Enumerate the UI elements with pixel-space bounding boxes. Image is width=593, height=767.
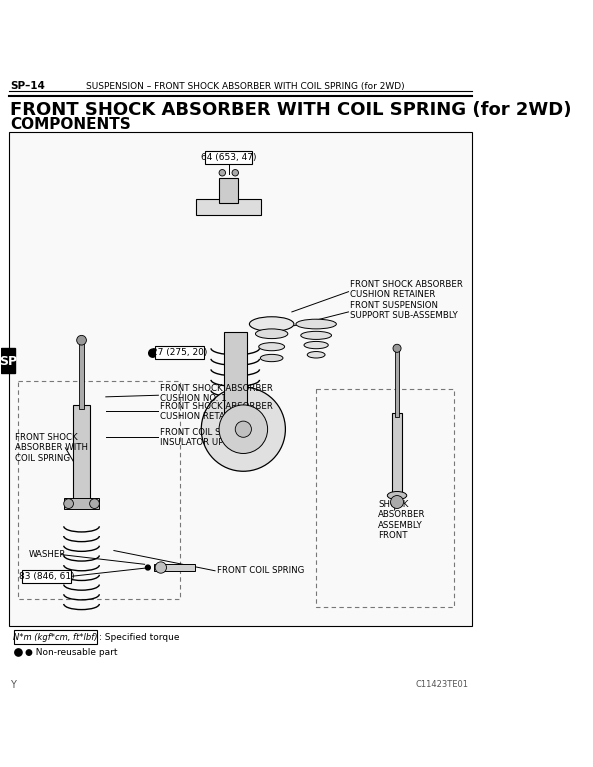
Bar [316, 389, 454, 607]
Circle shape [63, 499, 74, 509]
FancyBboxPatch shape [155, 346, 203, 359]
Ellipse shape [304, 341, 329, 349]
Circle shape [235, 421, 251, 437]
Ellipse shape [250, 317, 294, 331]
FancyBboxPatch shape [23, 570, 71, 583]
Circle shape [149, 349, 157, 357]
Text: FRONT SUSPENSION
SUPPORT SUB-ASSEMBLY: FRONT SUSPENSION SUPPORT SUB-ASSEMBLY [350, 301, 458, 320]
Circle shape [76, 335, 87, 345]
Text: ● Non-reusable part: ● Non-reusable part [25, 648, 117, 657]
Ellipse shape [387, 492, 407, 499]
Bar [394, 348, 400, 417]
Ellipse shape [260, 354, 283, 362]
Text: : Specified torque: : Specified torque [100, 633, 180, 642]
Bar [63, 498, 100, 509]
Circle shape [15, 649, 22, 656]
Circle shape [145, 565, 150, 570]
Bar [219, 179, 238, 202]
Ellipse shape [155, 562, 167, 573]
Circle shape [219, 405, 267, 453]
Text: SP–14: SP–14 [10, 81, 45, 91]
Text: Y: Y [10, 680, 16, 690]
Bar [196, 199, 261, 215]
Bar [18, 380, 180, 599]
Bar [154, 565, 195, 571]
Circle shape [219, 170, 225, 176]
FancyBboxPatch shape [14, 630, 97, 644]
Text: 27 (275, 20): 27 (275, 20) [152, 348, 207, 357]
Text: FRONT SHOCK ABSORBER
CUSHION RETAINER: FRONT SHOCK ABSORBER CUSHION RETAINER [350, 279, 463, 299]
Ellipse shape [296, 319, 336, 329]
Text: SP: SP [0, 355, 17, 367]
Circle shape [90, 499, 100, 509]
Ellipse shape [256, 329, 288, 338]
Text: FRONT COIL SPRING: FRONT COIL SPRING [216, 566, 304, 575]
Text: N*m (kgf*cm, ft*lbf): N*m (kgf*cm, ft*lbf) [14, 633, 98, 642]
Text: FRONT SHOCK ABSORBER
CUSHION RETAINER: FRONT SHOCK ABSORBER CUSHION RETAINER [160, 402, 273, 421]
Bar [9, 133, 472, 626]
Circle shape [391, 495, 403, 509]
Text: SUSPENSION – FRONT SHOCK ABSORBER WITH COIL SPRING (for 2WD): SUSPENSION – FRONT SHOCK ABSORBER WITH C… [85, 82, 404, 91]
Bar [74, 405, 90, 502]
Text: C11423TE01: C11423TE01 [415, 680, 468, 690]
Text: FRONT SHOCK ABSORBER
CUSHION NO. 1: FRONT SHOCK ABSORBER CUSHION NO. 1 [160, 384, 273, 403]
Text: FRONT SHOCK ABSORBER WITH COIL SPRING (for 2WD): FRONT SHOCK ABSORBER WITH COIL SPRING (f… [10, 101, 572, 120]
Text: FRONT SHOCK
ABSORBER WITH
COIL SPRING: FRONT SHOCK ABSORBER WITH COIL SPRING [15, 433, 88, 463]
FancyBboxPatch shape [1, 348, 15, 373]
Bar [224, 332, 247, 421]
Text: 64 (653, 47): 64 (653, 47) [201, 153, 257, 162]
Bar [79, 341, 84, 409]
Ellipse shape [259, 343, 285, 351]
Text: WASHER: WASHER [29, 550, 66, 559]
Text: COMPONENTS: COMPONENTS [10, 117, 131, 132]
FancyBboxPatch shape [205, 151, 252, 164]
Text: SHOCK
ABSORBER
ASSEMBLY
FRONT: SHOCK ABSORBER ASSEMBLY FRONT [378, 500, 426, 540]
Circle shape [232, 170, 238, 176]
Bar [392, 413, 402, 494]
Circle shape [201, 387, 285, 471]
Text: 83 (846, 61): 83 (846, 61) [19, 572, 75, 581]
Ellipse shape [301, 331, 331, 340]
Text: FRONT COIL SPRING
INSULATOR UPPER: FRONT COIL SPRING INSULATOR UPPER [160, 427, 247, 447]
Circle shape [393, 344, 401, 352]
Ellipse shape [307, 351, 325, 358]
